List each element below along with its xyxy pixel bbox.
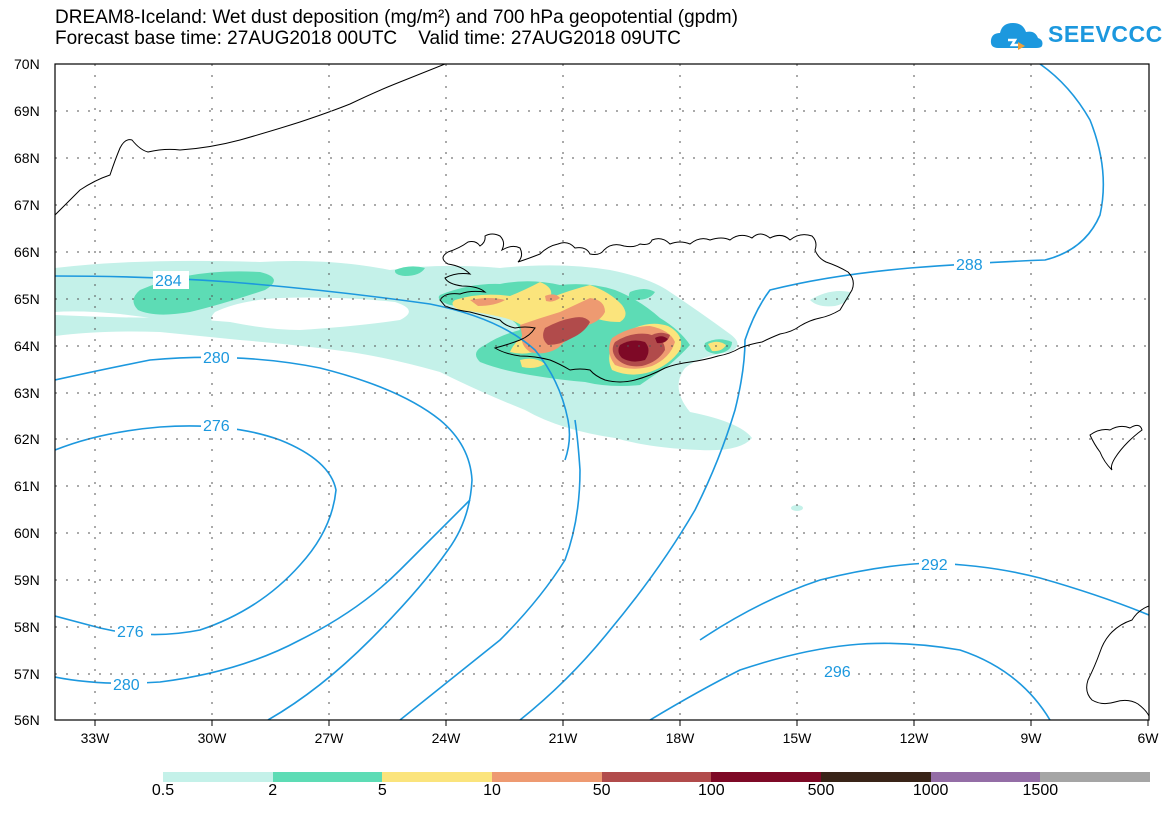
faroe-islands [1089,424,1143,471]
dust-deposition-field [55,260,851,511]
lon-label: 6W [1138,730,1160,746]
lon-label: 24W [432,730,462,746]
legend-swatch [930,772,1041,782]
map-frame [54,63,1150,721]
axis-ticks [94,720,1149,726]
legend-swatch [601,772,712,782]
lon-label: 27W [315,730,345,746]
legend-swatch [492,772,602,782]
logo-text: SEEVCCC [1048,21,1163,47]
lat-label: 59N [14,572,40,588]
contour-label-276: 276 [203,418,230,435]
scotland-coastline [1086,605,1149,717]
lat-label: 70N [14,56,40,72]
legend-swatch [272,772,383,782]
legend-label: 100 [697,782,725,799]
contour-label-276-south: 276 [117,624,144,641]
cloud-icon [990,23,1043,50]
lon-label: 21W [549,730,579,746]
lat-label: 66N [14,244,40,260]
legend-swatch [821,772,931,782]
lat-label: 61N [14,478,40,494]
longitude-labels: 33W 30W 27W 24W 21W 18W 15W 12W 9W 6W [81,730,1160,746]
legend-label: 1500 [1022,782,1059,799]
lat-label: 65N [14,291,40,307]
lon-label: 18W [666,730,696,746]
legend-swatch [1040,772,1151,782]
seevccc-logo: SEEVCCC [988,14,1162,56]
map-subtitle: Forecast base time: 27AUG2018 00UTC Vali… [55,28,681,49]
latitude-labels: 70N 69N 68N 67N 66N 65N 64N 63N 62N 61N … [14,56,40,728]
legend-label: 50 [592,782,611,799]
legend-label: 10 [483,782,501,799]
contour-labels: 284 280 276 276 280 288 292 296 [111,255,990,694]
color-legend [163,772,1151,782]
lat-label: 60N [14,525,40,541]
map-title: DREAM8-Iceland: Wet dust deposition (mg/… [55,7,738,28]
legend-swatch [382,772,493,782]
greenland-coastline [55,64,446,216]
legend-swatch [163,772,273,782]
lon-label: 15W [783,730,813,746]
legend-label: 2 [268,782,278,799]
legend-label: 5 [377,782,387,799]
contour-label-296: 296 [824,664,851,681]
legend-label: 1000 [912,782,949,799]
contour-label-280-south: 280 [113,677,140,694]
lat-label: 67N [14,197,40,213]
legend-swatch [711,772,822,782]
lon-label: 12W [900,730,930,746]
lat-label: 57N [14,666,40,682]
lat-label: 63N [14,385,40,401]
iceland-coastline [439,233,854,383]
lon-label: 33W [81,730,111,746]
legend-label: 500 [807,782,835,799]
contour-label-284: 284 [155,273,182,290]
lat-label: 58N [14,619,40,635]
lat-label: 68N [14,150,40,166]
lon-label: 30W [198,730,228,746]
lat-label: 56N [14,712,40,728]
lat-label: 64N [14,338,40,354]
contour-label-292: 292 [921,557,948,574]
lat-label: 62N [14,431,40,447]
lat-label: 69N [14,103,40,119]
lon-label: 9W [1021,730,1043,746]
contour-label-280: 280 [203,350,230,367]
contour-label-288: 288 [956,257,983,274]
legend-label: 0.5 [151,782,175,799]
